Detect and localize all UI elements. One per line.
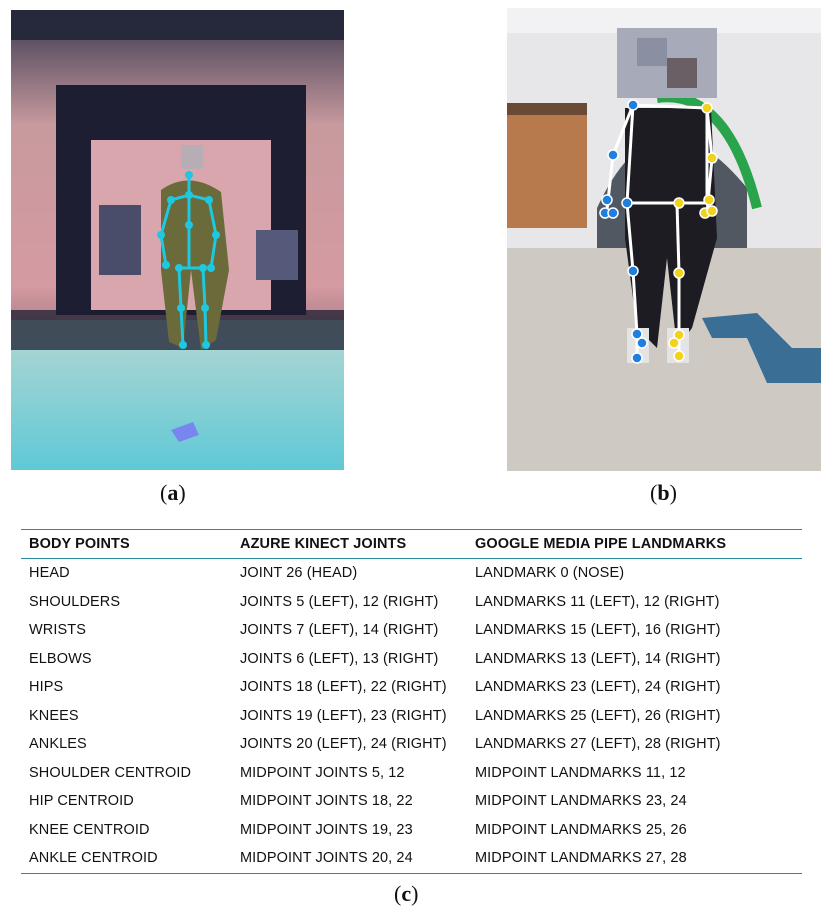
body-point-cell: ANKLE CENTROID (29, 850, 158, 867)
kinect-joint-cell: JOINTS 7 (LEFT), 14 (RIGHT) (240, 622, 439, 639)
header-body-points: BODY POINTS (29, 536, 130, 552)
table-row: KNEES JOINTS 19 (LEFT), 23 (RIGHT) LANDMAR… (21, 702, 802, 731)
kinect-joint-cell: JOINTS 5 (LEFT), 12 (RIGHT) (240, 593, 439, 610)
kinect-skeleton-image (11, 10, 344, 470)
mediapipe-landmark-cell: LANDMARKS 13 (LEFT), 14 (RIGHT) (475, 650, 721, 667)
kinect-joint-cell: MIDPOINT JOINTS 5, 12 (240, 764, 405, 781)
mediapipe-landmark-cell: LANDMARK 0 (NOSE) (475, 565, 625, 582)
mediapipe-landmark-cell: LANDMARKS 15 (LEFT), 16 (RIGHT) (475, 622, 721, 639)
body-point-cell: HEAD (29, 565, 70, 582)
body-points-table: BODY POINTS AZURE KINECT JOINTS GOOGLE M… (21, 529, 802, 874)
mediapipe-landmark-cell: MIDPOINT LANDMARKS 23, 24 (475, 793, 687, 810)
body-point-cell: HIPS (29, 679, 64, 696)
header-mediapipe: GOOGLE MEDIA PIPE LANDMARKS (475, 536, 727, 552)
mediapipe-skeleton-image (507, 8, 821, 471)
mediapipe-image-panel (507, 8, 821, 471)
table-row: HIP CENTROID MIDPOINT JOINTS 18, 22 MIDPOI… (21, 787, 802, 816)
body-point-cell: HIP CENTROID (29, 793, 134, 810)
caption-c: (c) (394, 881, 419, 906)
table-row: ELBOWS JOINTS 6 (LEFT), 13 (RIGHT) LANDMAR… (21, 645, 802, 674)
body-point-cell: ANKLES (29, 736, 87, 753)
kinect-image-panel (11, 10, 344, 470)
kinect-joint-cell: MIDPOINT JOINTS 19, 23 (240, 821, 413, 838)
table-row: SHOULDERS JOINTS 5 (LEFT), 12 (RIGHT) LAND… (21, 588, 802, 617)
table-row: HEAD JOINT 26 (HEAD) LANDMARK 0 (NOSE) (21, 559, 802, 588)
header-azure-kinect: AZURE KINECT JOINTS (240, 536, 407, 552)
table-row: HIPS JOINTS 18 (LEFT), 22 (RIGHT) LANDMARK… (21, 673, 802, 702)
mediapipe-landmark-cell: MIDPOINT LANDMARKS 11, 12 (475, 764, 686, 781)
caption-a: (a) (160, 480, 186, 505)
body-point-cell: KNEE CENTROID (29, 821, 150, 838)
mediapipe-landmark-cell: LANDMARKS 11 (LEFT), 12 (RIGHT) (475, 593, 720, 610)
table-header-row: BODY POINTS AZURE KINECT JOINTS GOOGLE M… (21, 529, 802, 559)
table-row: ANKLE CENTROID MIDPOINT JOINTS 20, 24 MIDP… (21, 844, 802, 873)
table-row: SHOULDER CENTROID MIDPOINT JOINTS 5, 12 MI… (21, 759, 802, 788)
body-point-cell: WRISTS (29, 622, 86, 639)
mediapipe-landmark-cell: LANDMARKS 23 (LEFT), 24 (RIGHT) (475, 679, 721, 696)
body-point-cell: SHOULDER CENTROID (29, 764, 192, 781)
kinect-joint-cell: JOINTS 18 (LEFT), 22 (RIGHT) (240, 679, 447, 696)
kinect-joint-cell: JOINTS 20 (LEFT), 24 (RIGHT) (240, 736, 447, 753)
body-point-cell: SHOULDERS (29, 593, 121, 610)
body-point-cell: KNEES (29, 707, 79, 724)
caption-b: (b) (650, 480, 677, 505)
kinect-joint-cell: JOINTS 19 (LEFT), 23 (RIGHT) (240, 707, 447, 724)
mediapipe-landmark-cell: LANDMARKS 25 (LEFT), 26 (RIGHT) (475, 707, 721, 724)
table-row: KNEE CENTROID MIDPOINT JOINTS 19, 23 MIDPO… (21, 816, 802, 845)
mediapipe-landmark-cell: MIDPOINT LANDMARKS 27, 28 (475, 850, 687, 867)
mediapipe-landmark-cell: LANDMARKS 27 (LEFT), 28 (RIGHT) (475, 736, 721, 753)
table-row: ANKLES JOINTS 20 (LEFT), 24 (RIGHT) LANDMA… (21, 730, 802, 759)
table-row: WRISTS JOINTS 7 (LEFT), 14 (RIGHT) LANDMAR… (21, 616, 802, 645)
kinect-joint-cell: MIDPOINT JOINTS 20, 24 (240, 850, 413, 867)
mediapipe-landmark-cell: MIDPOINT LANDMARKS 25, 26 (475, 821, 687, 838)
kinect-joint-cell: JOINT 26 (HEAD) (240, 565, 358, 582)
body-point-cell: ELBOWS (29, 650, 92, 667)
kinect-joint-cell: JOINTS 6 (LEFT), 13 (RIGHT) (240, 650, 439, 667)
kinect-joint-cell: MIDPOINT JOINTS 18, 22 (240, 793, 413, 810)
